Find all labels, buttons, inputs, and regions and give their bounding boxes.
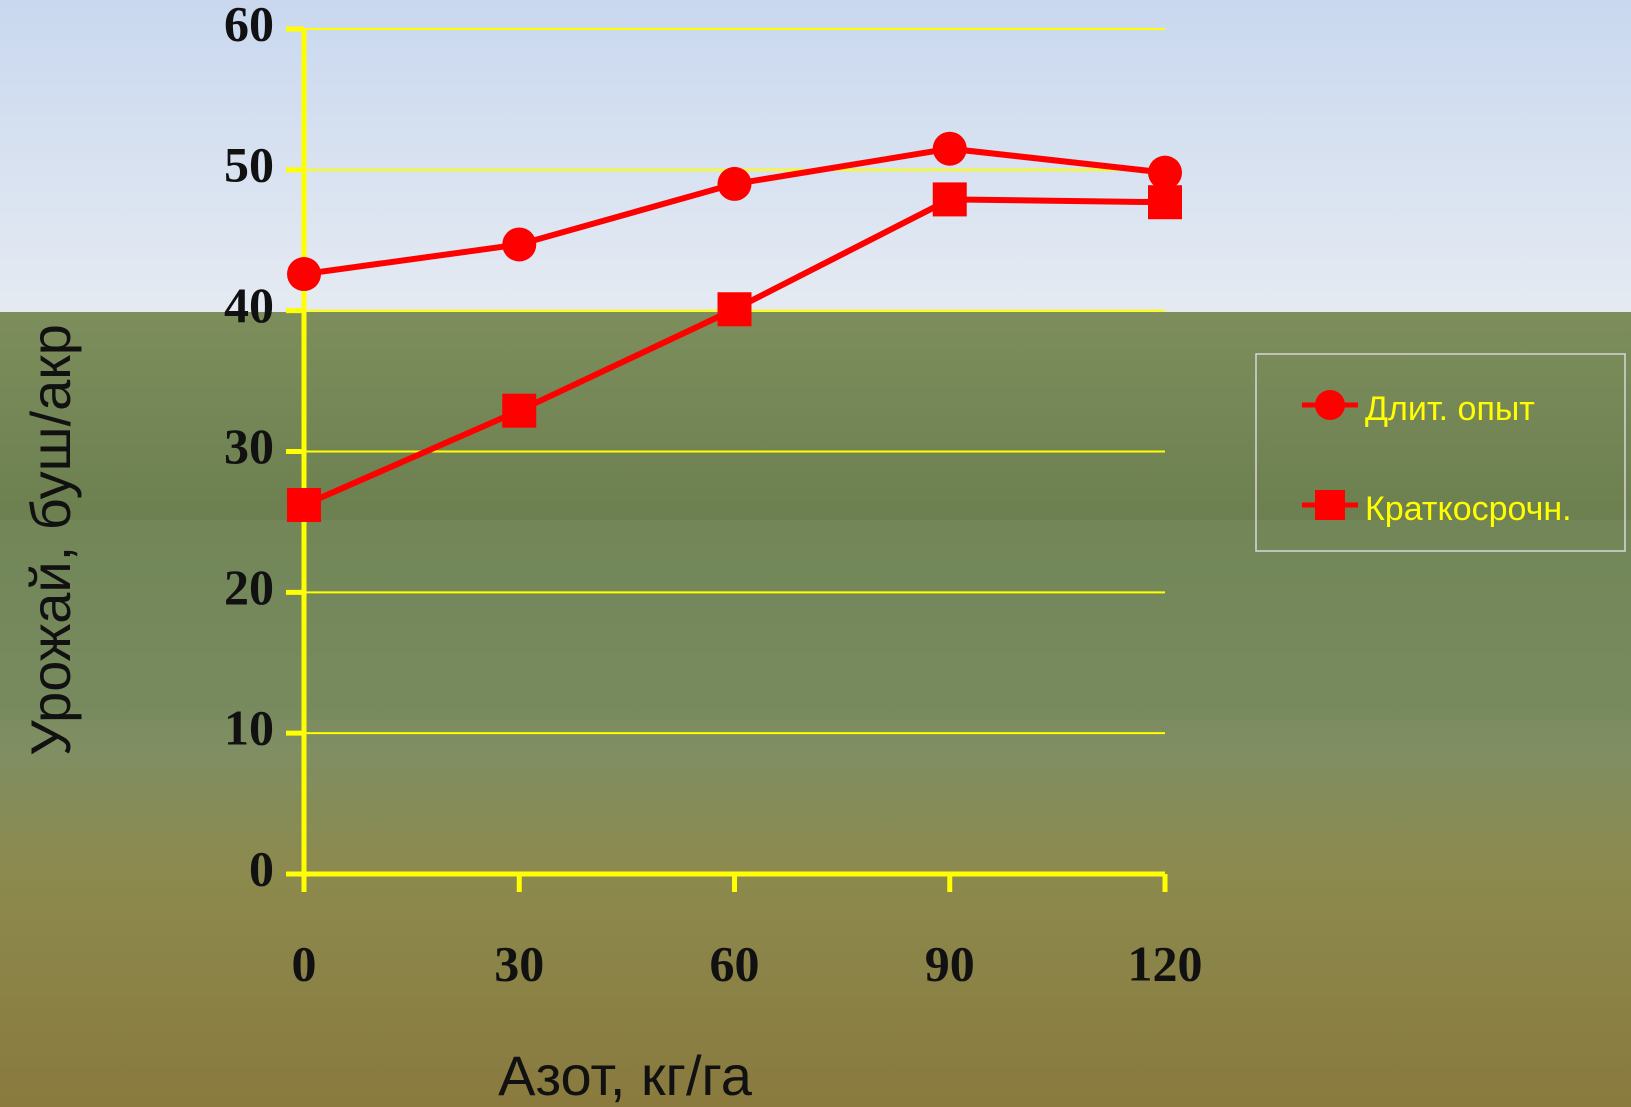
x-tick-label: 0 [292,935,317,991]
data-point [1148,156,1182,190]
y-tick-label: 60 [224,0,274,51]
legend-label: Краткосрочн. [1365,490,1572,528]
data-point [287,488,321,522]
y-tick-label: 40 [224,277,274,333]
y-tick-label: 0 [249,840,274,896]
data-point [718,292,752,326]
legend-label: Длит. опыт [1365,390,1535,428]
y-tick-label: 50 [224,136,274,192]
x-tick-label: 60 [710,935,760,991]
chart: Азот, кг/га Урожай, буш/акр 0 10 20 30 40 50 6… [0,0,1631,1107]
y-tick-label: 30 [224,418,274,474]
legend-marker [1315,490,1345,520]
y-tick-label: 10 [224,700,274,756]
data-point [933,132,967,166]
x-tick-label: 30 [494,935,544,991]
x-axis-title: Азот, кг/га [498,1044,753,1107]
data-point [1148,185,1182,219]
x-tick-label: 90 [925,935,975,991]
data-point [718,167,752,201]
crop-band [0,520,1631,720]
data-point [502,394,536,428]
data-point [933,182,967,216]
x-tick-label: 120 [1128,935,1203,991]
y-axis-title: Урожай, буш/акр [19,324,82,756]
data-point [502,227,536,261]
data-point [287,257,321,291]
y-tick-label: 20 [224,559,274,615]
legend-marker [1315,390,1345,420]
